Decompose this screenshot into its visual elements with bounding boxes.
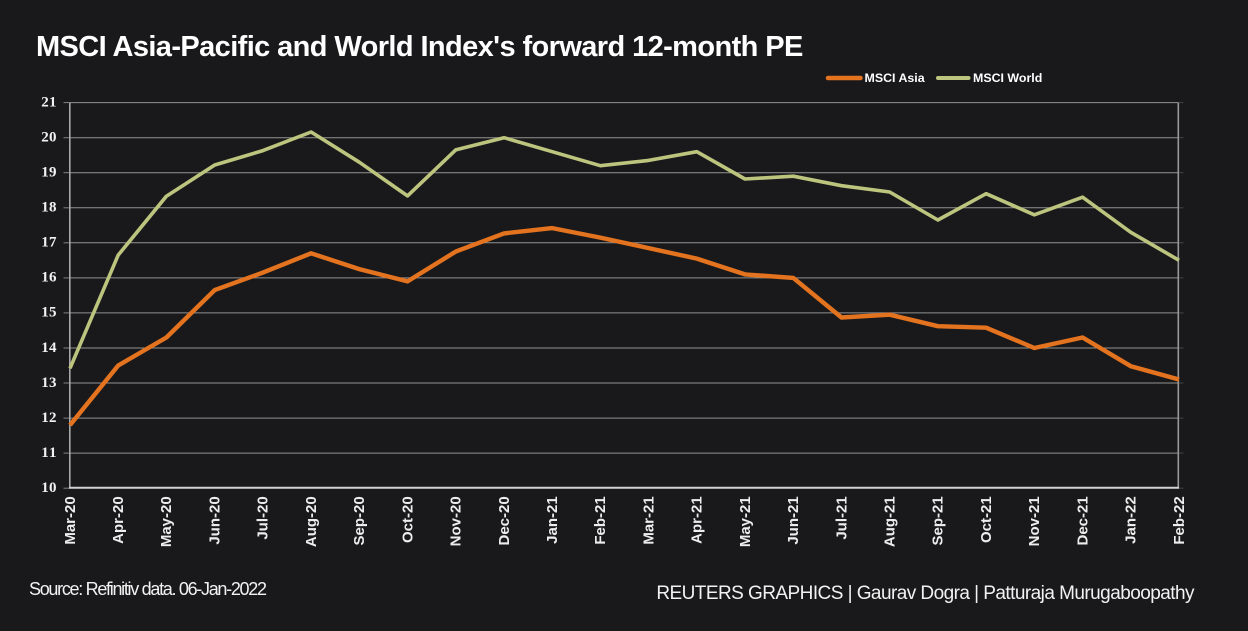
svg-text:MSCI World: MSCI World (973, 71, 1042, 85)
svg-text:Jun-20: Jun-20 (207, 496, 224, 544)
svg-text:Dec-21: Dec-21 (1074, 496, 1091, 545)
svg-text:Jun-21: Jun-21 (785, 496, 802, 544)
svg-text:Nov-20: Nov-20 (448, 496, 465, 546)
svg-text:20: 20 (41, 130, 56, 146)
svg-text:14: 14 (41, 340, 57, 356)
svg-text:Oct-20: Oct-20 (399, 496, 416, 543)
svg-text:May-20: May-20 (158, 496, 175, 547)
svg-text:Feb-22: Feb-22 (1171, 496, 1188, 544)
svg-text:Mar-20: Mar-20 (62, 496, 79, 544)
svg-text:Oct-21: Oct-21 (978, 496, 995, 543)
svg-text:15: 15 (41, 305, 56, 321)
svg-text:MSCI Asia: MSCI Asia (865, 71, 925, 85)
svg-text:Mar-21: Mar-21 (640, 496, 657, 544)
svg-text:Dec-20: Dec-20 (496, 496, 513, 545)
svg-text:17: 17 (41, 235, 57, 251)
svg-text:10: 10 (41, 480, 56, 496)
svg-text:12: 12 (41, 410, 56, 426)
svg-text:13: 13 (41, 375, 56, 391)
svg-text:Aug-21: Aug-21 (882, 496, 899, 547)
svg-text:18: 18 (41, 200, 56, 216)
svg-text:11: 11 (41, 445, 56, 461)
svg-text:Sep-20: Sep-20 (351, 496, 368, 545)
svg-text:Feb-21: Feb-21 (592, 496, 609, 544)
svg-text:Apr-20: Apr-20 (110, 496, 127, 544)
svg-text:Jan-21: Jan-21 (544, 496, 561, 544)
svg-text:19: 19 (41, 165, 56, 181)
svg-text:Nov-21: Nov-21 (1026, 496, 1043, 546)
svg-text:Apr-21: Apr-21 (689, 496, 706, 544)
svg-text:May-21: May-21 (737, 496, 754, 547)
svg-text:16: 16 (41, 270, 57, 286)
svg-text:Jul-20: Jul-20 (255, 496, 272, 539)
svg-text:Sep-21: Sep-21 (930, 496, 947, 545)
svg-text:21: 21 (41, 94, 56, 110)
svg-text:Aug-20: Aug-20 (303, 496, 320, 547)
svg-text:Jan-22: Jan-22 (1123, 496, 1140, 544)
svg-text:Jul-21: Jul-21 (833, 496, 850, 539)
